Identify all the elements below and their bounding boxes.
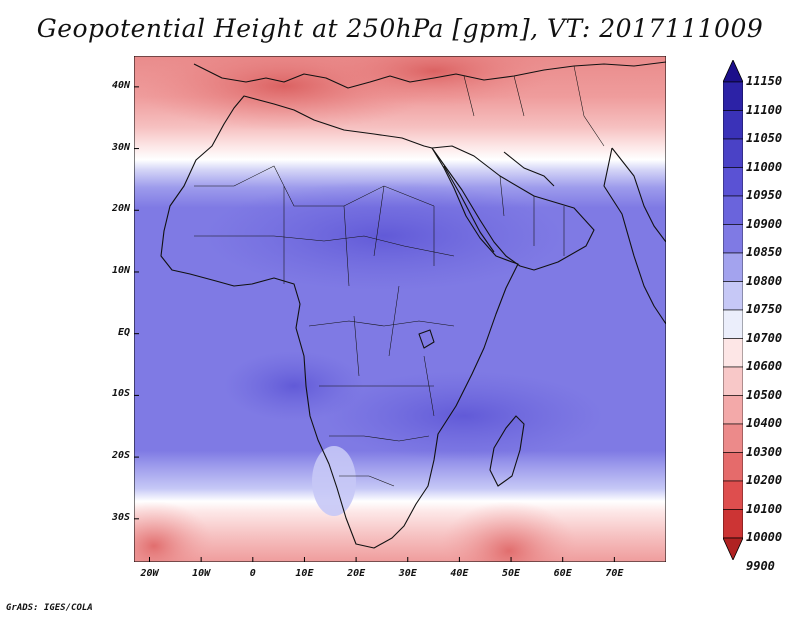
colorbar-level-label: 10100 [746, 501, 783, 516]
chart-title: Geopotential Height at 250hPa [gpm], VT:… [36, 14, 764, 43]
colorbar-segment [723, 252, 743, 282]
europe-coastline [193, 61, 666, 89]
lon-label: 60E [553, 568, 572, 579]
colorbar-segment [723, 110, 743, 140]
colorbar-bottom-arrow [723, 537, 743, 560]
coastlines [160, 61, 666, 549]
colorbar-level-label: 11000 [746, 159, 783, 174]
colorbar-level-label: 10800 [746, 273, 783, 288]
country-borders [194, 65, 605, 487]
colorbar-level-label: 10500 [746, 387, 783, 402]
colorbar-level-label: 9900 [746, 558, 775, 573]
colorbar-level-label: 10400 [746, 416, 783, 430]
lat-label: EQ [117, 326, 130, 338]
colorbar-segment [723, 366, 743, 396]
colorbar-level-label: 10600 [746, 359, 783, 373]
colorbar-segment [723, 423, 743, 453]
red-sea [443, 165, 495, 253]
lat-label: 20S [111, 450, 130, 462]
lon-label: 0 [249, 568, 256, 579]
lon-label: 70E [605, 568, 624, 579]
trough-namibia [312, 446, 356, 516]
colorbar-segment [723, 167, 743, 197]
low-center-south-indian [439, 501, 579, 562]
high-center-angola [224, 351, 364, 421]
madagascar-coastline [489, 415, 525, 487]
lat-label: 10N [111, 264, 130, 276]
india-coastline [603, 147, 666, 325]
colorbar-segment [723, 309, 743, 339]
persian-gulf [503, 151, 555, 187]
lat-label: 40N [111, 79, 130, 91]
colorbar-level-label: 10950 [746, 188, 783, 202]
footer-credit: GrADS: IGES/COLA [6, 603, 93, 613]
lon-label: 10E [295, 568, 314, 579]
colorbar-level-label: 10900 [746, 216, 783, 231]
lon-label: 40E [450, 568, 469, 579]
lat-label: 10S [111, 388, 130, 400]
lon-label: 20E [347, 568, 366, 579]
high-center-south-africa [324, 371, 604, 461]
colorbar [723, 60, 743, 560]
arabia-coastline [431, 145, 595, 271]
colorbar-segment [723, 195, 743, 225]
lon-label: 20W [140, 568, 159, 579]
lon-tick-marks [148, 557, 615, 562]
high-center-sahel [204, 181, 564, 291]
map-panel [134, 56, 666, 562]
colorbar-level-label: 10300 [746, 444, 783, 459]
colorbar-segment [723, 395, 743, 425]
low-center-east-med [314, 56, 554, 106]
colorbar-top-arrow [723, 60, 743, 83]
colorbar-segment [723, 480, 743, 510]
colorbar-segment [723, 281, 743, 311]
colorbar-level-label: 10200 [746, 473, 783, 487]
colorbar-level-label: 10000 [746, 530, 783, 544]
field-layer [134, 56, 666, 562]
lon-label: 50E [502, 568, 521, 579]
colorbar-segment [723, 81, 743, 111]
colorbar-segment [723, 452, 743, 482]
colorbar-level-label: 11100 [746, 102, 783, 117]
colorbar-segment [723, 138, 743, 168]
colorbar-segment [723, 224, 743, 254]
lat-tick-marks [134, 86, 139, 520]
lon-label: 10W [192, 568, 211, 579]
lat-label: 20N [111, 203, 130, 215]
height-field [134, 56, 666, 562]
colorbar-level-label: 10850 [746, 245, 783, 259]
africa-coastline [160, 95, 519, 549]
colorbar-level-label: 11050 [746, 131, 783, 145]
colorbar-segment [723, 509, 743, 539]
colorbar-level-label: 10700 [746, 330, 783, 345]
lat-label: 30S [111, 511, 130, 523]
colorbar-level-label: 10750 [746, 302, 783, 316]
lat-label: 30N [111, 141, 130, 153]
colorbar-segment [723, 338, 743, 368]
colorbar-level-label: 11150 [746, 74, 783, 88]
low-center-southwest [134, 501, 214, 562]
geopotential-map [134, 56, 666, 562]
lon-label: 30E [398, 568, 417, 579]
lake-victoria [418, 329, 435, 349]
